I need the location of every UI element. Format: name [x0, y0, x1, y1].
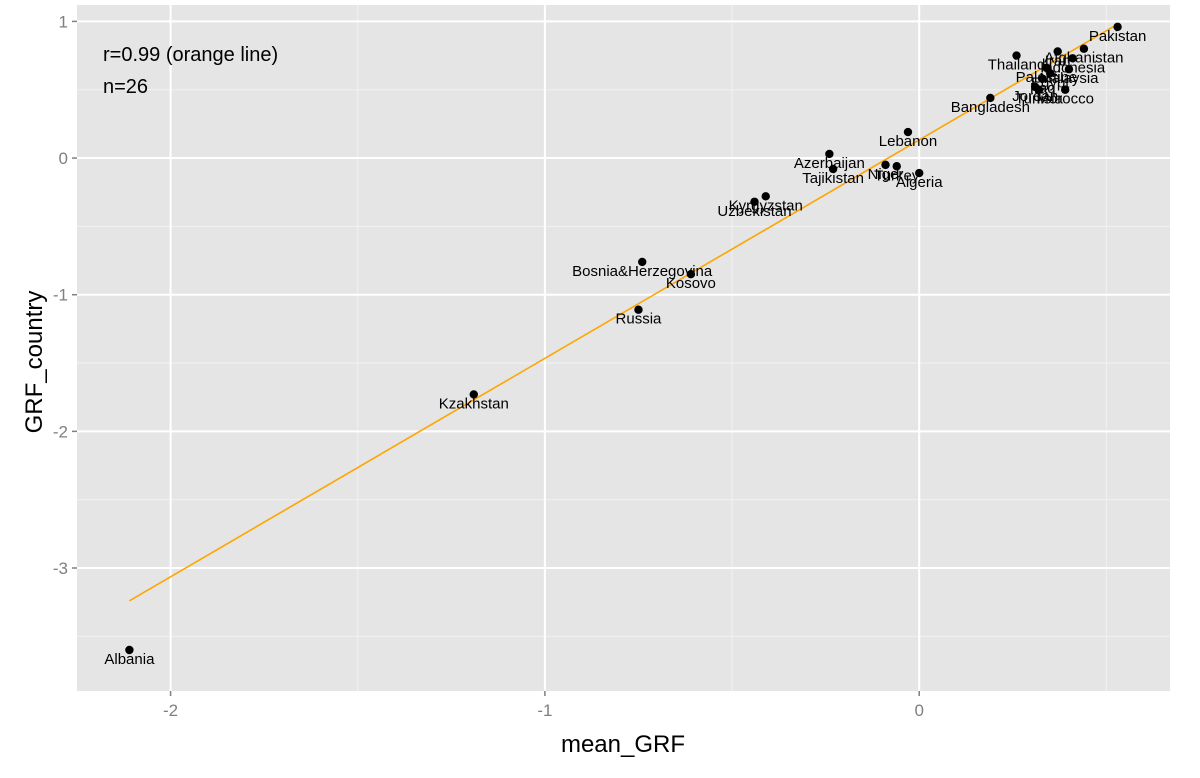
data-point	[686, 270, 696, 279]
data-point	[1053, 47, 1062, 56]
data-point	[469, 390, 478, 399]
point-label: Albania	[104, 651, 155, 668]
data-point	[825, 149, 834, 159]
point-label: Thailand	[988, 57, 1046, 74]
data-point	[892, 162, 901, 171]
point-label: Iraq	[1030, 80, 1056, 97]
point-label: Indonesia	[1040, 59, 1106, 76]
y-axis-ticks: 1 0 -1 -2 -3	[53, 12, 77, 578]
data-point	[881, 160, 890, 170]
point-label: Jordan	[1012, 88, 1058, 105]
y-tick-label: -2	[53, 422, 68, 441]
data-point	[1113, 22, 1122, 32]
point-label: Bosnia&Herzegovina	[572, 263, 713, 280]
point-label: Kyrgyzstan	[729, 197, 803, 214]
point-label: Iran	[1045, 52, 1071, 69]
data-point	[638, 257, 647, 267]
y-tick-label: -1	[53, 286, 68, 305]
point-label: Tajikistan	[802, 170, 864, 187]
annotation-n: n=26	[103, 76, 148, 98]
point-label: Afghanistan	[1044, 50, 1123, 67]
data-point	[1064, 65, 1074, 74]
plot-panel	[77, 5, 1170, 691]
point-label: Morocco	[1036, 91, 1094, 108]
data-point	[761, 192, 770, 201]
y-tick-label: -3	[53, 559, 68, 578]
point-labels-layer: Albania Kzakhstan Russia Bosnia&Herzegovina…	[104, 28, 1146, 668]
x-tick-label: 0	[914, 701, 923, 720]
data-point	[1034, 85, 1044, 94]
data-point	[1079, 44, 1089, 53]
annotation-r: r=0.99 (orange line)	[103, 44, 278, 66]
x-axis-ticks: -2 -1 0	[163, 691, 924, 720]
fit-line	[129, 23, 1118, 602]
point-label: Russia	[616, 311, 663, 328]
major-gridlines	[77, 5, 1170, 691]
x-tick-label: -2	[163, 701, 178, 720]
point-label: Tunisia	[1015, 91, 1063, 108]
x-tick-label: -1	[537, 701, 552, 720]
data-point	[915, 168, 924, 178]
point-label: Azerbaijan	[794, 155, 865, 172]
data-point	[634, 305, 643, 314]
data-point	[1046, 69, 1055, 78]
data-point	[1060, 85, 1070, 94]
point-label: Lebanon	[879, 133, 937, 150]
point-label: Niger	[868, 166, 904, 183]
data-point	[1012, 51, 1021, 60]
data-point	[903, 127, 913, 137]
fit-line-layer	[129, 23, 1118, 602]
points-layer	[125, 22, 1122, 655]
point-label: Kzakhstan	[439, 395, 509, 412]
point-label: Kosovo	[666, 275, 716, 292]
y-tick-label: 0	[59, 149, 68, 168]
data-point	[750, 197, 759, 206]
point-label: Bangladesh	[951, 99, 1030, 116]
data-point	[986, 93, 995, 103]
point-label: Malaysia	[1039, 70, 1099, 87]
data-point	[125, 645, 134, 655]
point-label: Uzbekistan	[717, 203, 791, 220]
data-point	[1068, 54, 1077, 63]
data-point	[828, 164, 838, 174]
point-label: Pakistan	[1089, 28, 1147, 45]
point-label: Algeria	[896, 174, 943, 191]
y-axis-label: GRF_country	[21, 291, 48, 434]
y-tick-label: 1	[59, 12, 68, 31]
minor-gridlines	[77, 5, 1170, 691]
point-label: Palestine	[1016, 69, 1078, 86]
x-axis-label: mean_GRF	[561, 731, 685, 758]
point-label: Egypt	[1031, 74, 1070, 91]
data-point	[1038, 74, 1047, 83]
point-label: Turkey	[874, 167, 920, 184]
